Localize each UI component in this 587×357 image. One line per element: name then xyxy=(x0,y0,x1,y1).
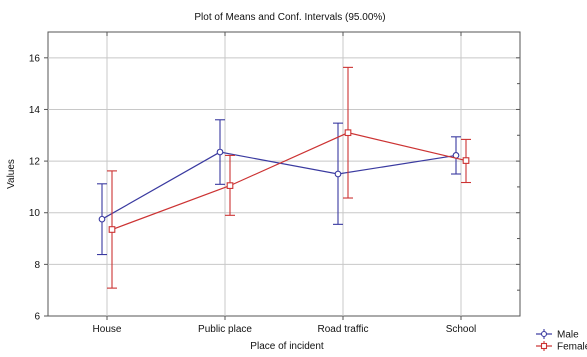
legend-marker-square xyxy=(542,344,547,349)
y-tick-label: 12 xyxy=(29,157,41,168)
y-tick-label: 16 xyxy=(29,53,41,64)
data-point xyxy=(335,171,341,177)
x-tick-label: House xyxy=(93,324,122,335)
data-point xyxy=(227,183,233,189)
legend-label-male: Male xyxy=(557,330,579,341)
legend-marker-circle xyxy=(542,332,547,337)
data-point xyxy=(463,158,469,164)
x-axis-label: Place of incident xyxy=(250,341,324,352)
legend-label-female: Female xyxy=(557,342,587,353)
data-point xyxy=(217,149,223,155)
x-tick-label: School xyxy=(446,324,477,335)
data-point xyxy=(345,130,351,136)
y-tick-label: 8 xyxy=(34,260,40,271)
data-point xyxy=(99,216,105,222)
x-tick-label: Public place xyxy=(198,324,252,335)
y-tick-label: 10 xyxy=(29,208,41,219)
data-point xyxy=(109,227,115,233)
y-tick-label: 6 xyxy=(34,312,40,323)
x-tick-label: Road traffic xyxy=(318,324,369,335)
y-axis-label: Values xyxy=(6,159,17,189)
chart-title: Plot of Means and Conf. Intervals (95.00… xyxy=(194,12,385,23)
y-tick-label: 14 xyxy=(29,105,41,116)
